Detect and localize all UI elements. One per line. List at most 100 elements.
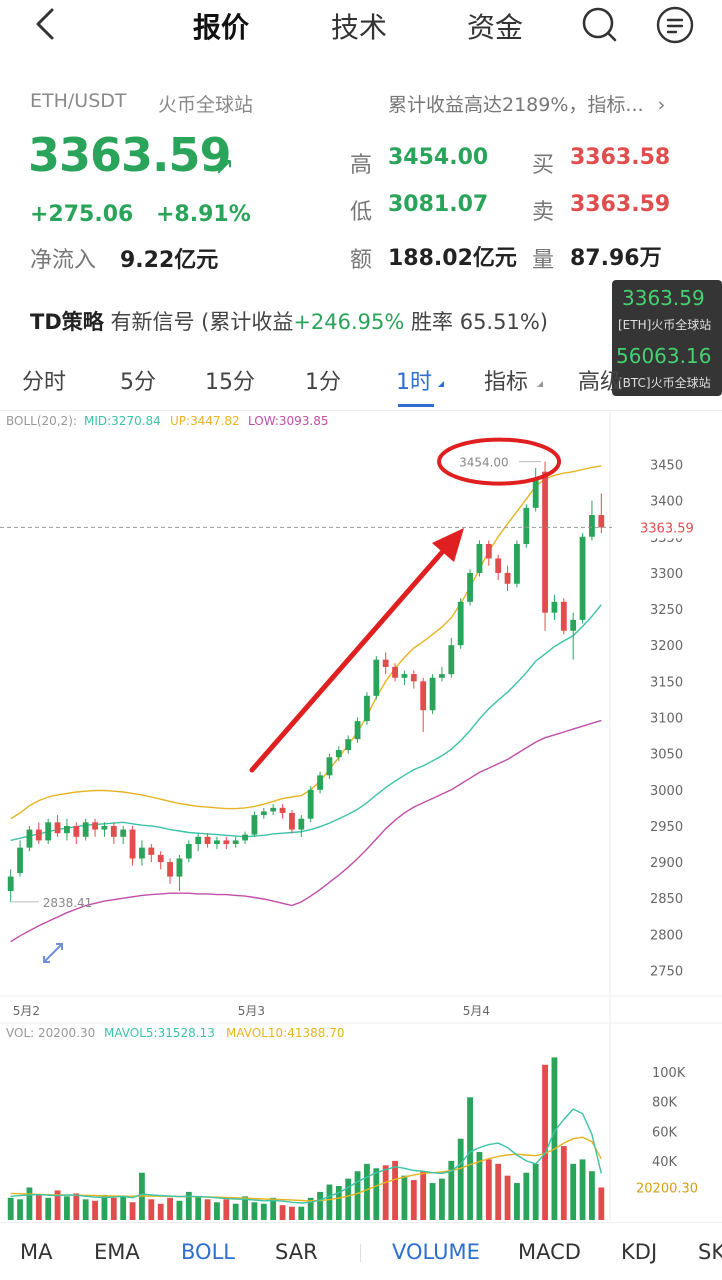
volume-bar [523, 1172, 530, 1220]
candle-body [64, 825, 70, 834]
indicator-bar-top-border [0, 1222, 722, 1223]
indicator-volume[interactable]: VOLUME [392, 1240, 480, 1264]
indicator-ma[interactable]: MA [20, 1240, 53, 1264]
tab-technical[interactable]: 技术 [331, 11, 388, 44]
net-inflow-value: 9.22亿元 [120, 248, 219, 273]
candle-body [439, 674, 445, 678]
candle-body [410, 674, 417, 682]
tab-timeshare[interactable]: 分时 [22, 370, 67, 395]
indicator-sk[interactable]: SK [698, 1240, 722, 1264]
td-winrate: 胜率 65.51%) [404, 310, 548, 334]
price-tick-label: 3450 [650, 458, 683, 473]
candle-body [307, 789, 314, 819]
indicator-macd[interactable]: MACD [518, 1240, 581, 1264]
volume-bar [448, 1160, 455, 1220]
candle-body [382, 659, 389, 667]
volume-bar [364, 1163, 370, 1220]
indicator-sar[interactable]: SAR [275, 1240, 318, 1264]
expand-icon[interactable] [43, 943, 63, 963]
change-abs: +275.06 [30, 202, 134, 227]
candle-body [560, 601, 567, 631]
ticker-eth-label: [ETH]火币全球站 [618, 318, 712, 332]
candle-body [532, 478, 539, 508]
highlight-circle [437, 437, 562, 486]
candle-body [92, 822, 98, 830]
candle-body [485, 543, 492, 559]
indicator-boll[interactable]: BOLL [181, 1240, 235, 1264]
high-label: 高 [350, 153, 373, 178]
chevron-right-icon: › [657, 94, 666, 116]
dropdown-caret-icon [537, 381, 543, 387]
tab-indicators[interactable]: 指标 [484, 370, 529, 395]
volume-bar [92, 1200, 98, 1220]
candle-body [317, 775, 323, 790]
boll-mid-line [10, 604, 602, 842]
price-axis: 3450340033503300325032003150310030503000… [650, 458, 683, 979]
price-tick-label: 3100 [650, 712, 683, 727]
volume-bar [317, 1191, 323, 1220]
price-chart[interactable]: BOLL(20,2): MID:3270.84 UP:3447.82 LOW:3… [0, 410, 722, 1240]
candle-body [326, 757, 333, 776]
indicator-ema[interactable]: EMA [94, 1240, 140, 1264]
volume-bar [598, 1187, 605, 1220]
indicator-kdj[interactable]: KDJ [621, 1240, 658, 1264]
promo-link[interactable]: 累计收益高达2189%，指标... › [388, 90, 665, 117]
candle-body [542, 471, 548, 613]
tab-1hour[interactable]: 1时 [396, 370, 432, 395]
vol-mavol10: MAVOL10:41388.70 [226, 1026, 345, 1040]
td-strategy-banner[interactable]: TD策略 有新信号 (累计收益+246.95% 胜率 65.51%) [30, 306, 548, 336]
volume-bar [373, 1168, 380, 1220]
amount-label: 额 [350, 248, 373, 273]
menu-button[interactable] [654, 4, 696, 46]
candle-body [589, 515, 595, 537]
change-pct: +8.91% [156, 202, 251, 227]
candle-body [551, 601, 558, 613]
promo-text: 累计收益高达2189%，指标... [388, 94, 644, 116]
candle-body [504, 572, 511, 584]
search-icon [582, 7, 617, 42]
volume-bar [335, 1186, 342, 1220]
boll-bands [10, 465, 602, 943]
volume-bar [476, 1152, 483, 1220]
boll-lower-line [10, 719, 602, 943]
candle-body [7, 876, 14, 892]
volume-tick-label: 100K [652, 1066, 686, 1081]
floating-ticker-panel[interactable]: 3363.59 [ETH]火币全球站 56063.16 [BTC]火币全球站 [612, 280, 722, 396]
price-tick-label: 2950 [650, 820, 683, 835]
candle-body [73, 825, 80, 837]
volume-bar [495, 1163, 502, 1220]
candle-body [457, 601, 464, 646]
high-price-marker: 3454.00 [459, 456, 509, 470]
candle-body [523, 507, 530, 544]
volume-bar [251, 1202, 258, 1220]
candle-body [232, 840, 239, 845]
volume-bar [242, 1196, 248, 1220]
mavol5-line [10, 1108, 602, 1204]
volume-bar [429, 1183, 436, 1220]
candle-body [279, 807, 286, 813]
tab-15min[interactable]: 15分 [205, 370, 255, 395]
tab-funds[interactable]: 资金 [467, 11, 524, 44]
high-value: 3454.00 [388, 145, 489, 170]
volume-bar [73, 1193, 80, 1220]
tab-1min[interactable]: 1分 [305, 370, 341, 395]
price-tick-label: 2850 [650, 892, 683, 907]
volume-bar [504, 1175, 511, 1220]
tab-quote[interactable]: 报价 [193, 11, 250, 44]
current-price-tag: 3363.59 [640, 521, 694, 536]
volume-bars [7, 1057, 605, 1220]
price-tick-label: 3150 [650, 675, 683, 690]
tab-advanced[interactable]: 高级 [578, 370, 623, 395]
volume-bar [195, 1196, 202, 1220]
tab-5min[interactable]: 5分 [120, 370, 156, 395]
candle-body [289, 812, 295, 830]
top-nav: 报价 技术 资金 [0, 0, 722, 60]
search-button[interactable] [578, 4, 620, 46]
volume-axis: 100K 80K 60K 40K [652, 1066, 686, 1170]
volume-bar [7, 1197, 14, 1220]
back-button[interactable] [30, 6, 60, 42]
candle-body [204, 836, 211, 845]
volume-bar [589, 1171, 595, 1220]
candle-body [335, 750, 342, 758]
volume-bar [354, 1171, 361, 1220]
